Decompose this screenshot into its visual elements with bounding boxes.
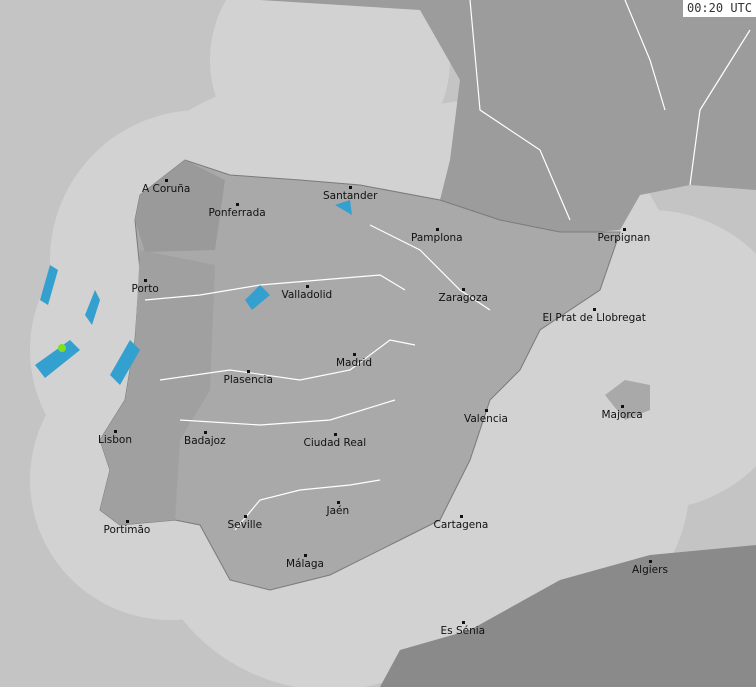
- city-label: Lisbon: [98, 434, 132, 446]
- city-marker: [337, 501, 340, 504]
- city-label: Zaragoza: [438, 292, 488, 304]
- portugal-land: [100, 250, 215, 525]
- city-label: Algiers: [632, 564, 668, 576]
- city-label: Perpignan: [597, 232, 651, 244]
- city-marker: [485, 409, 488, 412]
- city-label: El Prat de Llobregat: [542, 312, 646, 324]
- city-label: Valencia: [464, 413, 508, 425]
- city-label: Porto: [131, 283, 159, 295]
- city-marker: [621, 405, 624, 408]
- radar-echoes: [35, 200, 352, 385]
- city-marker: [462, 288, 465, 291]
- city-label: Málaga: [286, 558, 324, 570]
- city-label: Cartagena: [433, 519, 489, 531]
- rivers: [144, 0, 751, 531]
- city-label: Portimão: [103, 524, 151, 536]
- city-label: A Coruña: [142, 183, 191, 195]
- city-marker: [114, 430, 117, 433]
- africa-land: [380, 545, 756, 687]
- city-label: Plasencia: [223, 374, 273, 386]
- city-label: Es Sénia: [440, 625, 486, 637]
- city-marker: [306, 285, 309, 288]
- timestamp-label: 00:20 UTC: [682, 0, 756, 17]
- city-marker: [204, 431, 207, 434]
- city-label: Madrid: [336, 357, 373, 369]
- city-marker: [244, 515, 247, 518]
- city-marker: [462, 621, 465, 624]
- city-label: Seville: [227, 519, 263, 531]
- city-marker: [304, 554, 307, 557]
- city-marker: [460, 515, 463, 518]
- galicia-land: [135, 160, 225, 252]
- city-label: Pamplona: [411, 232, 463, 244]
- city-marker: [165, 179, 168, 182]
- city-marker: [126, 520, 129, 523]
- city-label: Jaén: [326, 505, 350, 517]
- city-marker: [593, 308, 596, 311]
- city-label: Valladolid: [281, 289, 333, 301]
- city-label: Badajoz: [184, 435, 226, 447]
- city-marker: [247, 370, 250, 373]
- city-label: Ciudad Real: [303, 437, 367, 449]
- city-label: Majorca: [601, 409, 643, 421]
- city-marker: [236, 203, 239, 206]
- majorca-island: [605, 380, 650, 420]
- city-marker: [436, 228, 439, 231]
- france-land: [260, 0, 756, 235]
- city-marker: [353, 353, 356, 356]
- city-label: Santander: [323, 190, 378, 202]
- city-marker: [649, 560, 652, 563]
- city-marker: [144, 279, 147, 282]
- city-marker: [623, 228, 626, 231]
- city-marker: [334, 433, 337, 436]
- city-marker: [349, 186, 352, 189]
- city-label: Ponferrada: [208, 207, 266, 219]
